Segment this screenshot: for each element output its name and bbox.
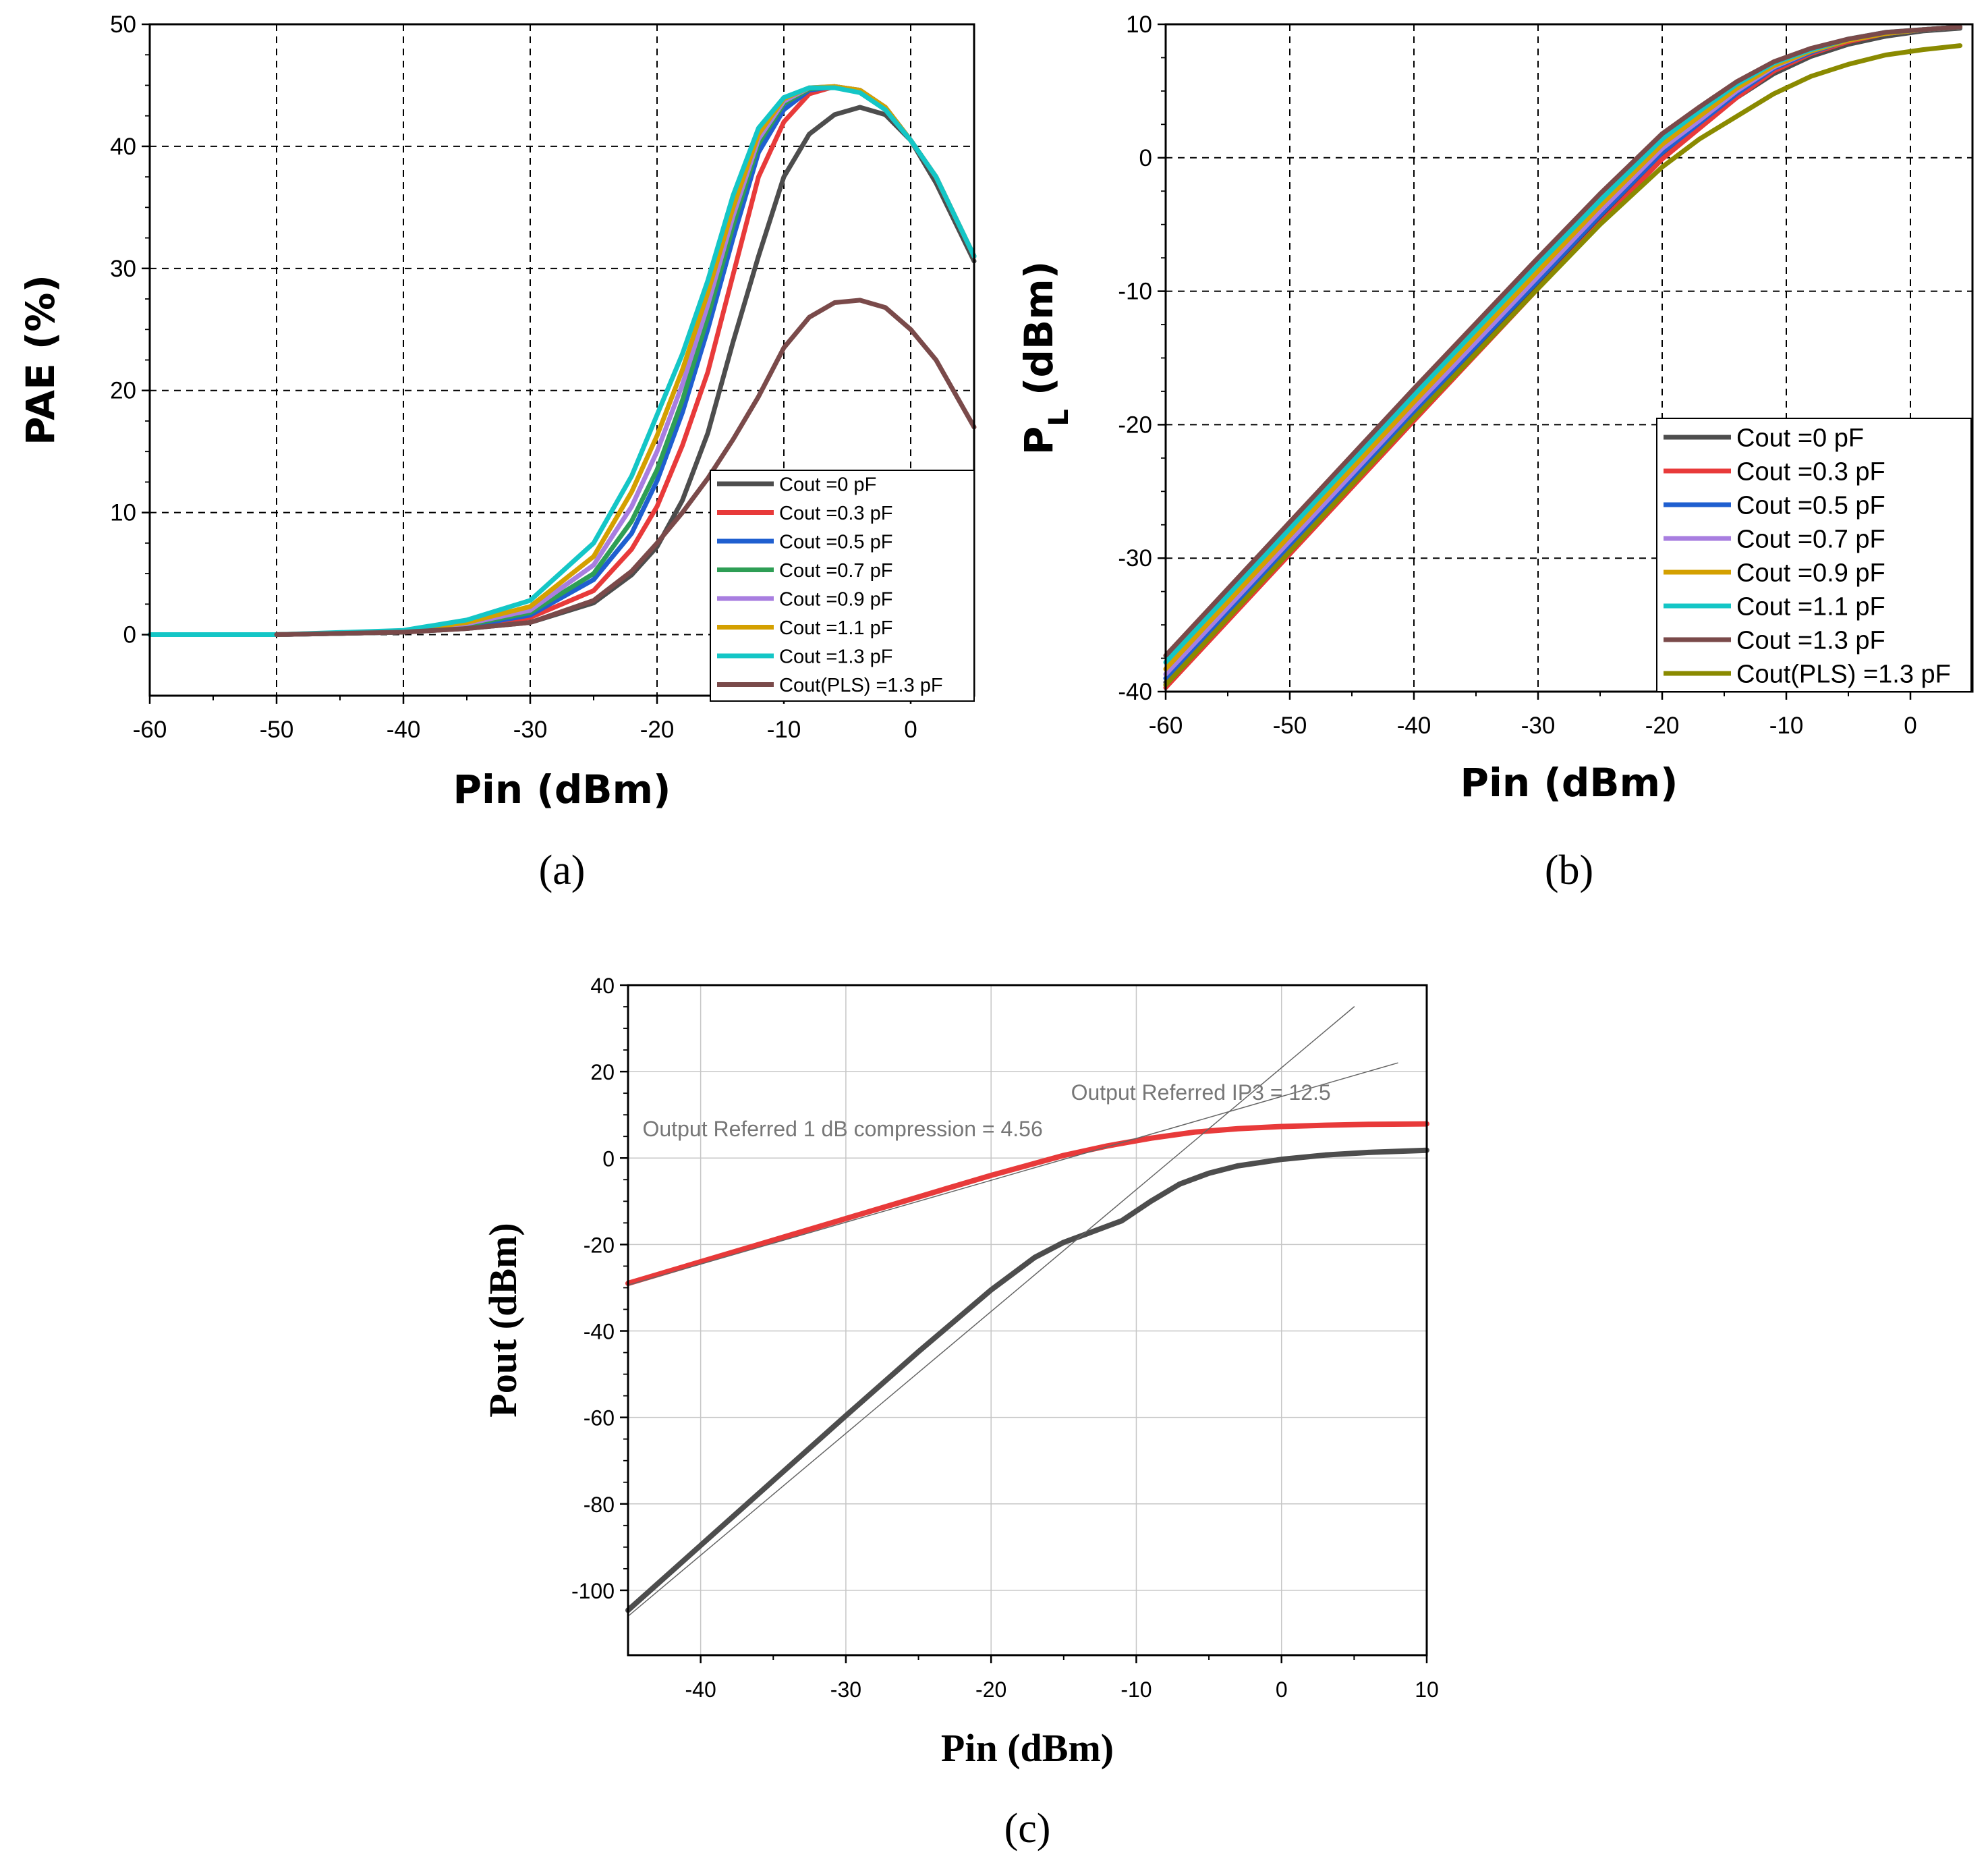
legend-label-3: Cout =0.7 pF <box>1736 526 1885 554</box>
legend-label-1: Cout =0.3 pF <box>1736 458 1885 486</box>
subfigure-label: (c) <box>1004 1806 1051 1852</box>
y-tick-label: 20 <box>110 378 136 404</box>
y-tick-label: 50 <box>110 11 136 38</box>
annotation-1: Output Referred 1 dB compression = 4.56 <box>643 1117 1043 1141</box>
legend-label-7: Cout(PLS) =1.3 pF <box>779 675 943 696</box>
x-tick-label: -10 <box>1120 1677 1152 1702</box>
y-tick-label: -20 <box>584 1233 615 1257</box>
x-tick-label: 0 <box>1276 1677 1288 1702</box>
legend-label-5: Cout =1.1 pF <box>779 617 892 639</box>
x-tick-label: -30 <box>1521 713 1556 739</box>
x-tick-label: -60 <box>1149 713 1183 739</box>
subfigure-label: (b) <box>1545 847 1593 893</box>
legend-label-5: Cout =1.1 pF <box>1736 593 1885 621</box>
y-axis-title: PL (dBm) <box>1016 261 1075 455</box>
y-tick-label: -40 <box>1118 679 1152 705</box>
x-tick-label: -20 <box>640 717 675 743</box>
plot-frame <box>627 984 1428 1657</box>
y-tick-label: 40 <box>110 134 136 160</box>
series-line-7 <box>274 298 977 637</box>
series-line-0 <box>625 1121 1429 1286</box>
x-tick-label: -10 <box>767 717 801 743</box>
legend-label-7: Cout(PLS) =1.3 pF <box>1736 661 1951 689</box>
y-tick-label: 10 <box>110 500 136 526</box>
x-tick-label: -60 <box>133 717 167 743</box>
y-tick-label: -100 <box>571 1579 615 1603</box>
series-group <box>147 84 977 637</box>
series-group <box>625 1006 1429 1617</box>
series-line-3 <box>627 1006 1355 1617</box>
y-tick-label: 40 <box>590 974 615 998</box>
chart-a: -60 -50 -40 -30 -20 -10 0 0 10 20 30 40 50 Pin (dBm) P… <box>18 11 977 893</box>
legend-label-6: Cout =1.3 pF <box>779 646 892 667</box>
legend-label-3: Cout =0.7 pF <box>779 560 892 582</box>
x-tick-label: 0 <box>904 717 917 743</box>
legend-label-0: Cout =0 pF <box>779 474 876 495</box>
legend-label-2: Cout =0.5 pF <box>1736 492 1885 520</box>
y-tick-label: -40 <box>584 1320 615 1344</box>
y-tick-label: -10 <box>1118 279 1152 305</box>
y-tick-label: 30 <box>110 256 136 282</box>
legend-box <box>710 470 975 702</box>
x-tick-label: -20 <box>975 1677 1006 1702</box>
y-tick-label: -30 <box>1118 545 1152 572</box>
series-line-6 <box>147 85 977 637</box>
legend-label-2: Cout =0.5 pF <box>779 531 892 553</box>
x-tick-label: -30 <box>513 717 548 743</box>
y-tick-label: 10 <box>1126 11 1152 38</box>
x-tick-label: -30 <box>830 1677 861 1702</box>
y-tick-label: 0 <box>1139 145 1152 171</box>
subfigure-label: (a) <box>539 847 586 893</box>
annotation-0: Output Referred IP3 = 12.5 <box>1071 1080 1331 1105</box>
x-tick-label: -40 <box>1397 713 1431 739</box>
series-line-1 <box>625 1147 1429 1613</box>
legend-label-4: Cout =0.9 pF <box>1736 559 1885 588</box>
x-axis-title: Pin (dBm) <box>453 767 671 812</box>
x-tick-label: -20 <box>1645 713 1680 739</box>
chart-b: -60 -50 -40 -30 -20 -10 0 -40 -30 -20 -10 0 10 Pin (d… <box>1016 11 1974 893</box>
y-axis-title: PAE (%) <box>18 275 63 445</box>
x-tick-label: 0 <box>1904 713 1916 739</box>
legend-label-1: Cout =0.3 pF <box>779 503 892 524</box>
x-axis-title: Pin (dBm) <box>1460 760 1678 806</box>
series-line-7 <box>1163 43 1963 688</box>
y-tick-label: 0 <box>602 1146 615 1171</box>
x-tick-label: -40 <box>685 1677 716 1702</box>
legend-label-4: Cout =0.9 pF <box>779 588 892 610</box>
y-tick-label: -20 <box>1118 412 1152 438</box>
x-tick-label: -40 <box>387 717 421 743</box>
legend-label-0: Cout =0 pF <box>1736 424 1864 453</box>
legend-box <box>1656 418 1972 692</box>
y-axis-title: Pout (dBm) <box>481 1223 525 1417</box>
x-tick-label: 10 <box>1415 1677 1439 1702</box>
series-group <box>1163 24 1963 690</box>
x-axis-title: Pin (dBm) <box>941 1726 1114 1770</box>
x-tick-label: -50 <box>260 717 294 743</box>
series-line-6 <box>1163 24 1963 659</box>
chart-c: -40 -30 -20 -10 0 10-100-80-60-40-2002040Pin … <box>481 974 1439 1852</box>
series-line-2 <box>627 1062 1398 1286</box>
y-tick-label: 0 <box>123 622 136 648</box>
legend-label-6: Cout =1.3 pF <box>1736 627 1885 655</box>
y-tick-label: 20 <box>590 1060 615 1084</box>
legend: Cout =0 pF Cout =0.3 pF Cout =0.5 pF Cout =… <box>1656 418 1972 692</box>
x-tick-label: -10 <box>1769 713 1804 739</box>
y-tick-label: -80 <box>584 1493 615 1517</box>
y-tick-label: -60 <box>584 1406 615 1430</box>
x-tick-label: -50 <box>1273 713 1307 739</box>
legend: Cout =0 pF Cout =0.3 pF Cout =0.5 pF Cout =… <box>710 470 975 702</box>
